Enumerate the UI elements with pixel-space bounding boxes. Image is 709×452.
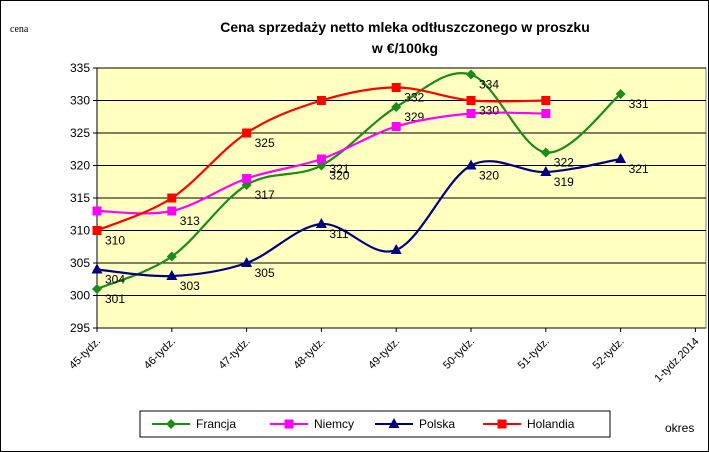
data-label: 334 [479, 78, 499, 92]
data-label: 321 [629, 162, 649, 176]
y-tick-label: 305 [70, 256, 90, 270]
y-tick-label: 325 [70, 126, 90, 140]
y-tick-label: 330 [70, 94, 90, 108]
data-point [92, 226, 102, 235]
data-label: 301 [105, 292, 125, 306]
data-point [391, 102, 402, 112]
legend-marker [388, 418, 400, 428]
data-point [166, 270, 178, 280]
data-point [540, 147, 551, 158]
data-label: 325 [255, 136, 275, 150]
data-point [540, 166, 552, 176]
data-point [391, 122, 401, 131]
data-label: 320 [479, 169, 499, 183]
y-tick-label: 320 [70, 159, 90, 173]
data-point [316, 154, 326, 164]
y-tick-label: 315 [70, 191, 90, 205]
legend-label: Niemcy [314, 417, 354, 431]
data-label: 331 [629, 97, 649, 111]
data-point [315, 218, 327, 228]
legend-marker [284, 419, 294, 429]
data-point [92, 206, 102, 216]
data-label: 332 [404, 91, 424, 105]
data-point [615, 89, 626, 99]
data-point [166, 251, 177, 262]
data-label: 304 [105, 273, 125, 287]
data-point [541, 109, 551, 118]
data-label: 310 [105, 234, 125, 248]
y-tick-label: 335 [70, 61, 90, 75]
data-point [391, 83, 401, 92]
legend-marker [166, 419, 176, 429]
series-line [96, 72, 622, 291]
data-label: 320 [329, 169, 349, 183]
chart-title: w €/100kg [371, 40, 438, 56]
x-axis-label: okres [665, 421, 694, 435]
y-tick-label: 300 [70, 289, 90, 303]
data-label: 330 [479, 104, 499, 118]
data-point [465, 159, 477, 170]
data-point [390, 244, 402, 254]
data-point [615, 153, 627, 163]
data-label: 321 [329, 162, 349, 176]
data-point [241, 257, 253, 267]
data-point [242, 174, 252, 183]
data-label: 311 [329, 227, 348, 241]
data-label: 319 [554, 175, 574, 189]
data-label: 313 [180, 214, 200, 228]
y-tick-label: 310 [70, 224, 90, 238]
y-tick-label: 295 [70, 321, 90, 335]
data-point [541, 96, 551, 105]
data-point [466, 96, 476, 105]
data-point [466, 109, 476, 118]
data-point [91, 263, 103, 274]
data-point [167, 206, 177, 216]
series-line [96, 157, 621, 278]
chart-title: Cena sprzedaży netto mleka odtłuszczoneg… [220, 19, 590, 35]
data-label: 305 [255, 266, 275, 280]
data-point [92, 284, 102, 294]
data-point [316, 96, 326, 105]
y-axis-label: cena [10, 24, 29, 35]
legend-label: Holandia [527, 417, 575, 431]
legend-marker [497, 419, 507, 429]
legend-label: Francja [196, 417, 236, 431]
data-label: 317 [255, 188, 275, 202]
data-point [466, 69, 476, 80]
data-label: 303 [180, 279, 200, 293]
data-point [167, 193, 177, 203]
legend-label: Polska [419, 417, 455, 431]
data-point [242, 128, 252, 138]
data-label: 322 [554, 156, 574, 170]
